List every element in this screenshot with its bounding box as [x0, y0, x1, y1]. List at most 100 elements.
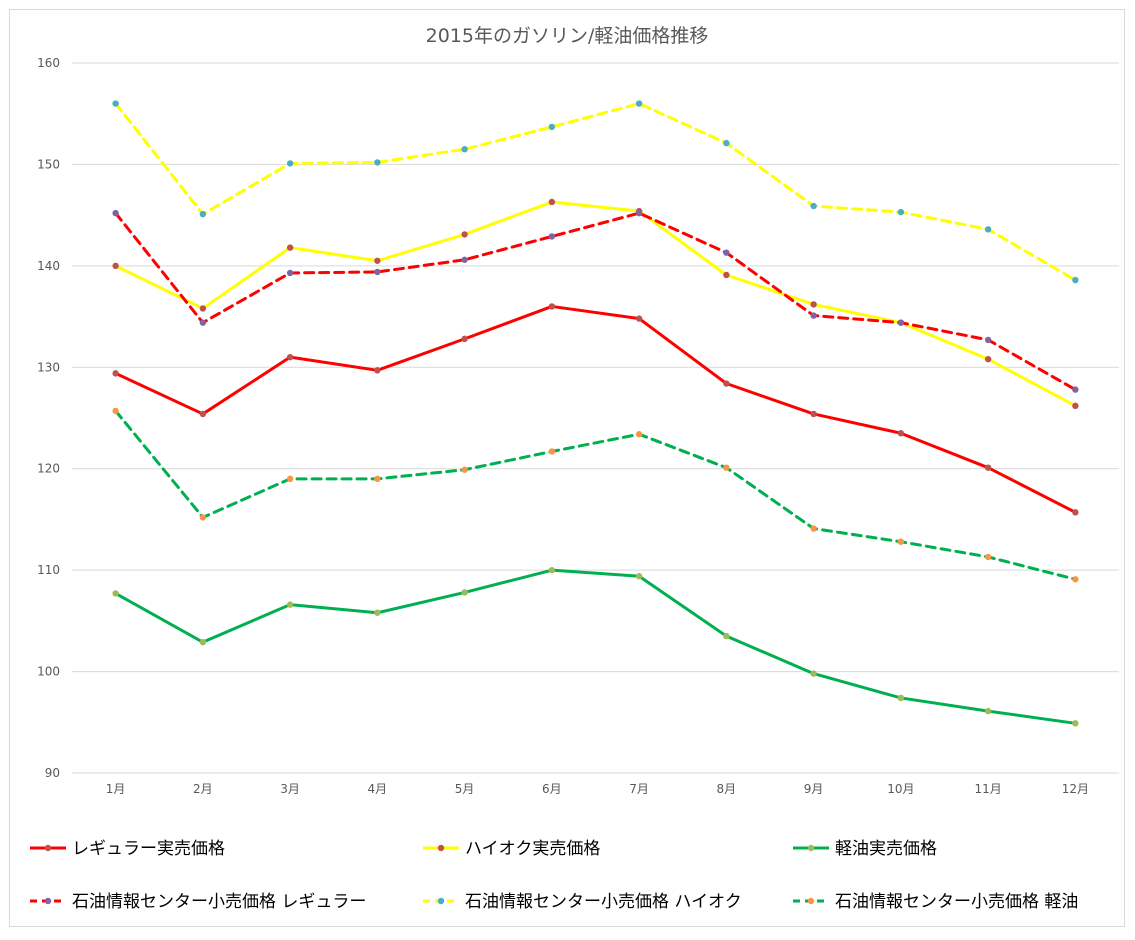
chart-frame [9, 9, 1125, 927]
x-tick-label: 4月 [368, 782, 388, 796]
y-axis-ticks: 90 100 110 120 130 140 150 160 [37, 56, 60, 780]
data-point [723, 271, 730, 279]
data-point [984, 355, 992, 363]
data-point [199, 514, 207, 521]
data-point [286, 269, 294, 277]
data-point [897, 430, 905, 437]
data-point [461, 335, 468, 343]
series-lines [112, 100, 1079, 727]
data-point [984, 553, 992, 561]
data-point [635, 315, 643, 322]
grid-lines [72, 62, 1119, 774]
series-line [114, 409, 1077, 581]
data-point [723, 464, 730, 471]
data-point [897, 694, 905, 702]
series-line [114, 102, 1077, 282]
data-point [1072, 509, 1079, 516]
data-point [984, 226, 992, 233]
x-axis-ticks: 1月 2月 3月 4月 5月 6月 7月 8月 9月 10月 11月 12月 [106, 782, 1089, 796]
data-point [199, 410, 207, 418]
data-point [1072, 576, 1079, 583]
legend-label: 石油情報センター小売価格 ハイオク [465, 892, 742, 912]
data-point [1072, 402, 1079, 410]
data-point [810, 525, 817, 532]
legend-label: 軽油実売価格 [835, 839, 937, 859]
series-line [114, 211, 1077, 392]
data-point [1072, 386, 1079, 393]
data-point [897, 538, 905, 545]
y-tick-label: 100 [37, 665, 60, 679]
x-tick-label: 12月 [1062, 782, 1089, 796]
data-point [635, 573, 643, 580]
data-point [635, 100, 643, 107]
x-tick-label: 10月 [887, 782, 914, 796]
x-tick-label: 9月 [804, 782, 824, 796]
data-point [374, 268, 381, 276]
data-point [286, 353, 294, 361]
y-tick-label: 110 [37, 563, 60, 577]
data-point [374, 159, 381, 166]
data-point [1072, 720, 1079, 727]
x-tick-label: 1月 [106, 782, 126, 796]
data-point [374, 475, 381, 483]
series-1 [112, 303, 1079, 516]
data-point [810, 312, 817, 319]
legend-marker [437, 897, 445, 905]
legend-item: 軽油実売価格 [793, 839, 937, 859]
x-tick-label: 2月 [193, 782, 213, 796]
data-point [112, 370, 119, 377]
data-point [723, 380, 730, 387]
y-tick-label: 160 [37, 56, 60, 70]
data-point [548, 198, 556, 206]
data-point [286, 160, 294, 167]
data-point [286, 601, 294, 608]
data-point [548, 448, 556, 455]
legend-item: レギュラー実売価格 [30, 839, 225, 859]
x-tick-label: 7月 [629, 782, 649, 796]
y-tick-label: 120 [37, 462, 60, 476]
y-tick-label: 150 [37, 157, 60, 171]
x-tick-label: 5月 [455, 782, 475, 796]
data-point [897, 319, 905, 326]
series-line [114, 200, 1077, 408]
data-point [461, 589, 468, 596]
data-point [810, 410, 817, 418]
y-tick-label: 140 [37, 259, 60, 273]
data-point [635, 209, 643, 217]
series-3 [112, 566, 1079, 727]
data-point [810, 670, 817, 677]
data-point [897, 208, 905, 216]
data-point [199, 638, 207, 646]
x-tick-label: 11月 [974, 782, 1001, 796]
legend-marker [437, 844, 445, 852]
legend-marker [807, 897, 815, 905]
series-line [114, 304, 1077, 514]
data-point [461, 256, 468, 263]
legend-label: 石油情報センター小売価格 レギュラー [72, 892, 366, 912]
data-point [723, 632, 730, 640]
legend-label: ハイオク実売価格 [465, 839, 600, 859]
legend-marker [44, 844, 52, 852]
legend-label: レギュラー実売価格 [72, 839, 225, 859]
x-tick-label: 3月 [280, 782, 300, 796]
data-point [199, 210, 207, 218]
data-point [286, 244, 294, 251]
data-point [548, 123, 556, 131]
data-point [112, 407, 119, 415]
y-tick-label: 130 [37, 360, 60, 374]
data-point [723, 249, 730, 256]
legend-label: 石油情報センター小売価格 軽油 [835, 892, 1078, 912]
data-point [810, 301, 817, 308]
legend-item: 石油情報センター小売価格 レギュラー [30, 892, 366, 912]
series-5 [112, 100, 1079, 284]
data-point [810, 202, 817, 210]
series-4 [112, 209, 1079, 393]
data-point [112, 209, 119, 217]
data-point [374, 609, 381, 616]
data-point [112, 262, 119, 270]
data-point [374, 367, 381, 374]
data-point [199, 319, 207, 326]
data-point [461, 231, 468, 238]
